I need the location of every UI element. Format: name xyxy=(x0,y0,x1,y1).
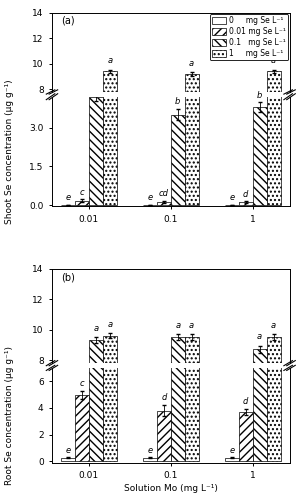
Bar xyxy=(157,410,171,461)
Y-axis label: Shoot Se concentration (μg g⁻¹): Shoot Se concentration (μg g⁻¹) xyxy=(5,80,14,224)
Bar xyxy=(253,144,267,192)
Legend: 0     mg Se L⁻¹, 0.01 mg Se L⁻¹, 0.1   mg Se L⁻¹, 1     mg Se L⁻¹: 0 mg Se L⁻¹, 0.01 mg Se L⁻¹, 0.1 mg Se L… xyxy=(210,14,288,60)
Bar xyxy=(171,147,185,192)
Bar xyxy=(103,336,117,482)
Bar xyxy=(89,337,103,461)
Bar xyxy=(267,0,281,205)
Bar xyxy=(185,0,199,205)
Text: e: e xyxy=(229,446,234,454)
Bar xyxy=(267,337,281,482)
Bar xyxy=(89,340,103,482)
Text: a: a xyxy=(271,322,276,330)
Text: c: c xyxy=(80,188,84,196)
Text: e: e xyxy=(229,193,234,202)
Text: e: e xyxy=(65,446,70,454)
Bar xyxy=(61,458,75,461)
Bar xyxy=(185,74,199,192)
Bar xyxy=(239,202,253,205)
Bar xyxy=(185,337,199,482)
Text: cd: cd xyxy=(159,190,169,198)
Bar xyxy=(253,345,267,461)
Text: d: d xyxy=(243,190,248,198)
Bar xyxy=(239,426,253,482)
Bar xyxy=(143,458,157,461)
Text: e: e xyxy=(147,446,152,454)
Bar xyxy=(185,334,199,461)
Bar xyxy=(267,72,281,192)
Bar xyxy=(103,72,117,192)
Bar xyxy=(157,424,171,482)
Bar xyxy=(75,190,89,192)
Bar xyxy=(61,478,75,482)
Text: a: a xyxy=(107,320,112,329)
Bar xyxy=(103,0,117,205)
Bar xyxy=(253,107,267,205)
Text: a: a xyxy=(271,56,276,66)
Bar xyxy=(75,406,89,482)
Y-axis label: Root Se concentration (μg g⁻¹): Root Se concentration (μg g⁻¹) xyxy=(5,346,14,484)
Bar xyxy=(225,204,239,205)
Bar xyxy=(239,412,253,461)
Text: a: a xyxy=(93,324,98,333)
Text: a: a xyxy=(189,58,194,68)
Bar xyxy=(61,204,75,205)
Text: b: b xyxy=(175,98,180,106)
Bar xyxy=(171,115,185,205)
Bar xyxy=(171,337,185,482)
Text: c: c xyxy=(80,379,84,388)
Text: (a): (a) xyxy=(61,16,75,26)
Bar xyxy=(157,202,171,205)
Bar xyxy=(89,96,103,205)
Text: a: a xyxy=(107,56,112,66)
Text: b: b xyxy=(0,499,1,500)
Bar xyxy=(103,333,117,461)
Bar xyxy=(143,478,157,482)
Bar xyxy=(253,350,267,482)
Text: a: a xyxy=(189,322,194,330)
Bar xyxy=(225,478,239,482)
Text: (b): (b) xyxy=(61,272,75,282)
X-axis label: Solution Mo (mg L⁻¹): Solution Mo (mg L⁻¹) xyxy=(124,484,218,493)
Bar xyxy=(143,204,157,205)
Text: e: e xyxy=(147,193,152,202)
Text: e: e xyxy=(65,193,70,202)
Text: a: a xyxy=(257,332,262,342)
Bar xyxy=(89,138,103,192)
Bar xyxy=(75,200,89,205)
Text: a: a xyxy=(175,322,180,330)
Text: b: b xyxy=(257,90,262,100)
Bar xyxy=(239,190,253,192)
Bar xyxy=(225,458,239,461)
Text: d: d xyxy=(161,394,167,402)
Text: d: d xyxy=(243,397,248,406)
Bar xyxy=(171,334,185,461)
Bar xyxy=(75,394,89,461)
Bar xyxy=(267,334,281,461)
Bar xyxy=(157,190,171,192)
